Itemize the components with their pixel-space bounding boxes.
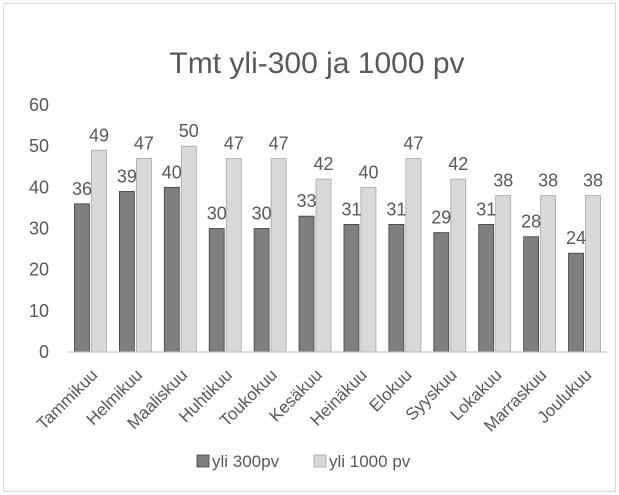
- data-label-yli-300pv-kesäkuu: 33: [297, 191, 317, 211]
- y-axis-ticks: 0 10 20 30 40 50 60: [29, 95, 49, 362]
- data-labels-group: 36 49 39 47 40 50 30 47 30 47 33 42 31 40 31 47 29 42 31 38…: [72, 121, 603, 248]
- x-axis-categories: TammikuuHelmikuuMaaliskuuHuhtikuuToukoku…: [33, 365, 595, 435]
- bar-yli-1000-pv-joulukuu: [585, 195, 601, 353]
- data-label-yli-1000-pv-maaliskuu: 50: [179, 121, 199, 141]
- bar-yli-300pv-maaliskuu: [163, 186, 180, 353]
- data-label-yli-1000-pv-marraskuu: 38: [538, 171, 558, 191]
- bar-yli-300pv-syyskuu: [433, 232, 450, 353]
- data-label-yli-300pv-toukokuu: 30: [252, 204, 272, 224]
- bar-yli-1000-pv-toukokuu: [270, 158, 287, 353]
- data-label-yli-1000-pv-helmikuu: 47: [134, 134, 154, 154]
- data-label-yli-300pv-lokakuu: 31: [476, 199, 496, 219]
- data-label-yli-300pv-joulukuu: 24: [566, 228, 586, 248]
- bar-yli-1000-pv-kesäkuu: [315, 178, 332, 353]
- y-tick-label: 40: [29, 177, 49, 197]
- bar-yli-300pv-kesäkuu: [298, 215, 315, 353]
- data-label-yli-300pv-tammikuu: 36: [72, 179, 92, 199]
- data-label-yli-300pv-syyskuu: 29: [431, 208, 451, 228]
- bar-yli-300pv-joulukuu: [568, 252, 584, 353]
- legend-label-yli-300pv: yli 300pv: [212, 452, 280, 471]
- data-label-yli-1000-pv-joulukuu: 38: [583, 171, 603, 191]
- bar-yli-1000-pv-maaliskuu: [180, 145, 197, 353]
- data-label-yli-1000-pv-syyskuu: 42: [448, 154, 468, 174]
- bars-group: [74, 145, 601, 353]
- legend: yli 300pv yli 1000 pv: [196, 452, 411, 471]
- bar-yli-1000-pv-heinäkuu: [360, 186, 377, 353]
- data-label-yli-1000-pv-huhtikuu: 47: [224, 134, 244, 154]
- legend-swatch-yli-1000pv: [313, 454, 327, 468]
- data-label-yli-1000-pv-tammikuu: 49: [89, 125, 109, 145]
- bar-yli-1000-pv-helmikuu: [135, 158, 152, 353]
- bar-yli-300pv-helmikuu: [118, 191, 135, 353]
- bar-yli-300pv-lokakuu: [478, 223, 495, 353]
- bar-yli-300pv-tammikuu: [74, 203, 90, 353]
- y-tick-label: 20: [29, 260, 49, 280]
- bar-yli-1000-pv-tammikuu: [91, 149, 107, 353]
- bar-yli-1000-pv-huhtikuu: [225, 158, 242, 353]
- bar-yli-300pv-elokuu: [388, 223, 405, 353]
- y-tick-label: 60: [29, 95, 49, 115]
- data-label-yli-300pv-huhtikuu: 30: [207, 204, 227, 224]
- data-label-yli-1000-pv-kesäkuu: 42: [314, 154, 334, 174]
- data-label-yli-1000-pv-elokuu: 47: [403, 134, 423, 154]
- data-label-yli-1000-pv-toukokuu: 47: [269, 134, 289, 154]
- y-tick-label: 10: [29, 301, 49, 321]
- chart-title: Tmt yli-300 ja 1000 pv: [169, 47, 464, 80]
- bar-yli-300pv-heinäkuu: [343, 223, 360, 353]
- y-tick-label: 0: [39, 342, 49, 362]
- bar-yli-1000-pv-marraskuu: [540, 195, 557, 353]
- data-label-yli-1000-pv-heinäkuu: 40: [358, 162, 378, 182]
- legend-label-yli-1000pv: yli 1000 pv: [329, 452, 411, 471]
- bar-yli-300pv-huhtikuu: [208, 228, 225, 353]
- data-label-yli-1000-pv-lokakuu: 38: [493, 171, 513, 191]
- data-label-yli-300pv-marraskuu: 28: [521, 212, 541, 232]
- data-label-yli-300pv-elokuu: 31: [386, 199, 406, 219]
- bar-yli-300pv-marraskuu: [523, 236, 540, 353]
- bar-yli-1000-pv-lokakuu: [495, 195, 512, 353]
- data-label-yli-300pv-maaliskuu: 40: [162, 162, 182, 182]
- data-label-yli-300pv-heinäkuu: 31: [341, 199, 361, 219]
- bar-yli-300pv-toukokuu: [253, 228, 270, 353]
- y-tick-label: 50: [29, 136, 49, 156]
- bar-yli-1000-pv-syyskuu: [450, 178, 467, 353]
- y-tick-label: 30: [29, 219, 49, 239]
- data-label-yli-300pv-helmikuu: 39: [117, 166, 137, 186]
- legend-swatch-yli-300pv: [196, 454, 210, 468]
- bar-yli-1000-pv-elokuu: [405, 158, 422, 353]
